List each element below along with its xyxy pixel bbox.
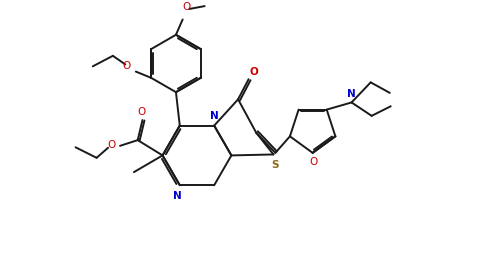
Text: N: N (347, 89, 356, 99)
Text: N: N (173, 191, 182, 201)
Text: O: O (310, 157, 318, 167)
Text: O: O (122, 61, 131, 71)
Text: O: O (249, 67, 258, 77)
Text: O: O (137, 107, 145, 117)
Text: O: O (108, 140, 116, 150)
Text: N: N (210, 111, 218, 121)
Text: O: O (182, 2, 191, 12)
Text: S: S (272, 160, 279, 170)
